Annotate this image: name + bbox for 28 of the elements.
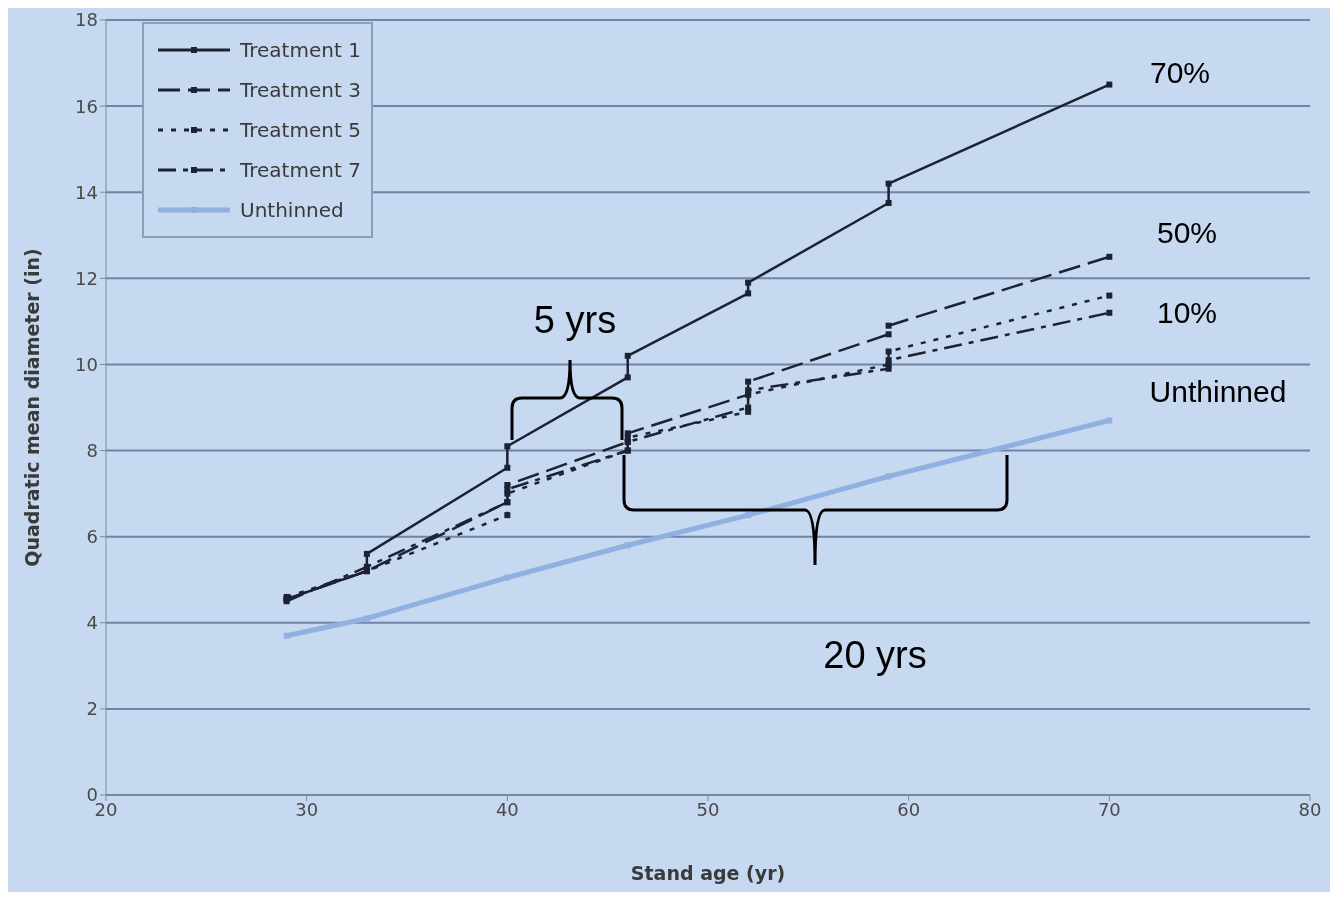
annotation: 50%	[1156, 215, 1218, 249]
y-tick-label: 16	[75, 95, 98, 117]
legend-label: Unthinned	[240, 198, 344, 222]
annotation: 5 yrs	[533, 299, 617, 341]
y-tick-label: 14	[75, 181, 98, 203]
annotation: 20 yrs	[823, 634, 927, 676]
y-tick-label: 4	[86, 612, 98, 634]
x-tick-label: 80	[1298, 798, 1322, 820]
x-tick-label: 30	[295, 798, 319, 820]
y-tick-label: 6	[86, 526, 98, 548]
x-axis-title: Stand age (yr)	[630, 862, 786, 884]
annotation: 10%	[1156, 295, 1218, 329]
legend-label: Treatment 1	[240, 38, 361, 62]
y-tick-label: 8	[86, 439, 98, 461]
x-tick-label: 50	[696, 798, 720, 820]
y-axis-title: Quadratic mean diameter (in)	[20, 248, 43, 567]
legend-label: Treatment 5	[240, 118, 361, 142]
x-tick-label: 60	[897, 798, 921, 820]
x-tick-label: 70	[1097, 798, 1121, 820]
annotation: Unthinned	[1149, 374, 1287, 408]
y-tick-label: 10	[75, 353, 98, 375]
x-tick-label: 40	[495, 798, 519, 820]
y-tick-label: 18	[75, 9, 98, 31]
legend-label: Treatment 3	[240, 78, 361, 102]
y-tick-label: 2	[86, 698, 98, 720]
legend-label: Treatment 7	[240, 158, 361, 182]
annotation: 70%	[1149, 55, 1211, 89]
y-tick-label: 12	[75, 267, 98, 289]
